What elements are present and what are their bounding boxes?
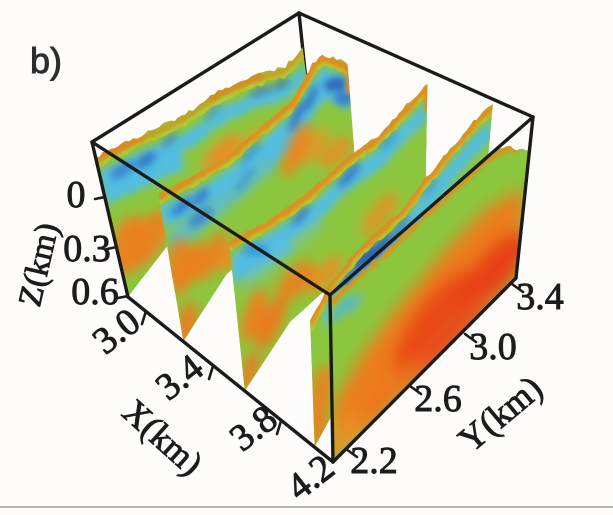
svg-text:0.6: 0.6 bbox=[71, 271, 119, 313]
svg-text:3.4: 3.4 bbox=[516, 276, 564, 318]
svg-text:b): b) bbox=[30, 40, 62, 81]
svg-text:3.0: 3.0 bbox=[469, 326, 517, 368]
svg-text:2.6: 2.6 bbox=[414, 378, 462, 420]
svg-text:0: 0 bbox=[67, 174, 86, 216]
svg-text:0.3: 0.3 bbox=[63, 228, 111, 270]
svg-text:2.2: 2.2 bbox=[350, 440, 398, 482]
